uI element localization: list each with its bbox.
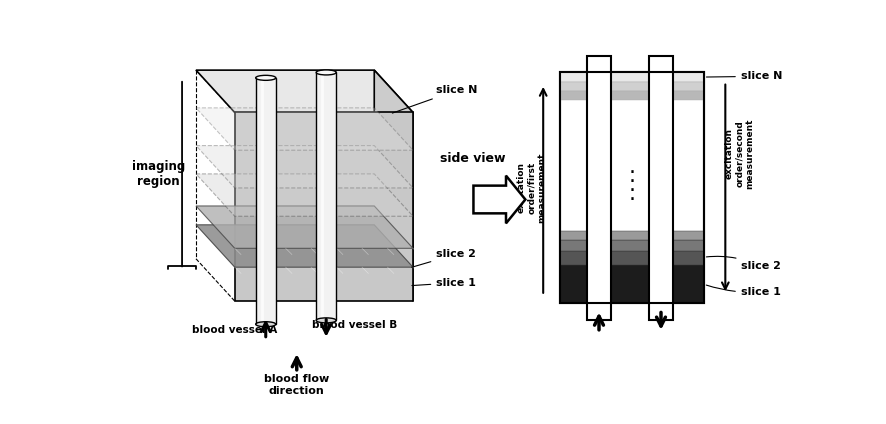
Text: excitation
order/first
measurement: excitation order/first measurement bbox=[517, 153, 547, 223]
Text: excitation
order/second
measurement: excitation order/second measurement bbox=[725, 118, 754, 189]
Text: slice 1: slice 1 bbox=[412, 278, 476, 288]
Bar bbox=[560, 240, 703, 251]
Bar bbox=[560, 73, 703, 304]
Bar bbox=[587, 56, 610, 321]
Text: ·: · bbox=[628, 190, 635, 210]
Bar bbox=[560, 73, 703, 304]
Polygon shape bbox=[235, 112, 413, 301]
Bar bbox=[316, 73, 337, 321]
Bar bbox=[649, 56, 672, 321]
Polygon shape bbox=[196, 206, 413, 248]
Polygon shape bbox=[196, 108, 413, 150]
Ellipse shape bbox=[256, 322, 276, 327]
Text: slice 1: slice 1 bbox=[706, 285, 781, 297]
Polygon shape bbox=[196, 145, 413, 188]
Bar bbox=[560, 73, 703, 82]
Text: ·: · bbox=[628, 181, 635, 201]
Bar bbox=[560, 265, 703, 304]
Text: ·: · bbox=[628, 162, 635, 183]
Bar bbox=[560, 231, 703, 240]
Text: slice N: slice N bbox=[706, 71, 782, 81]
Polygon shape bbox=[473, 176, 525, 223]
Bar bbox=[560, 251, 703, 265]
Ellipse shape bbox=[316, 318, 337, 323]
Ellipse shape bbox=[316, 70, 337, 75]
Text: slice 2: slice 2 bbox=[412, 249, 476, 267]
Polygon shape bbox=[374, 70, 413, 301]
Text: slice 2: slice 2 bbox=[706, 257, 781, 271]
Polygon shape bbox=[196, 70, 413, 112]
Bar bbox=[560, 91, 703, 100]
Text: blood vessel A: blood vessel A bbox=[192, 325, 277, 335]
Text: blood vessel B: blood vessel B bbox=[312, 320, 398, 329]
Text: blood flow
direction: blood flow direction bbox=[264, 374, 330, 396]
Text: ·: · bbox=[628, 172, 635, 192]
Text: imaging
region: imaging region bbox=[132, 160, 185, 188]
Text: side view: side view bbox=[440, 152, 506, 165]
Ellipse shape bbox=[256, 75, 276, 80]
Bar bbox=[560, 82, 703, 91]
Text: slice N: slice N bbox=[392, 85, 478, 113]
Bar bbox=[256, 78, 276, 324]
Polygon shape bbox=[196, 225, 413, 267]
Polygon shape bbox=[196, 174, 413, 216]
